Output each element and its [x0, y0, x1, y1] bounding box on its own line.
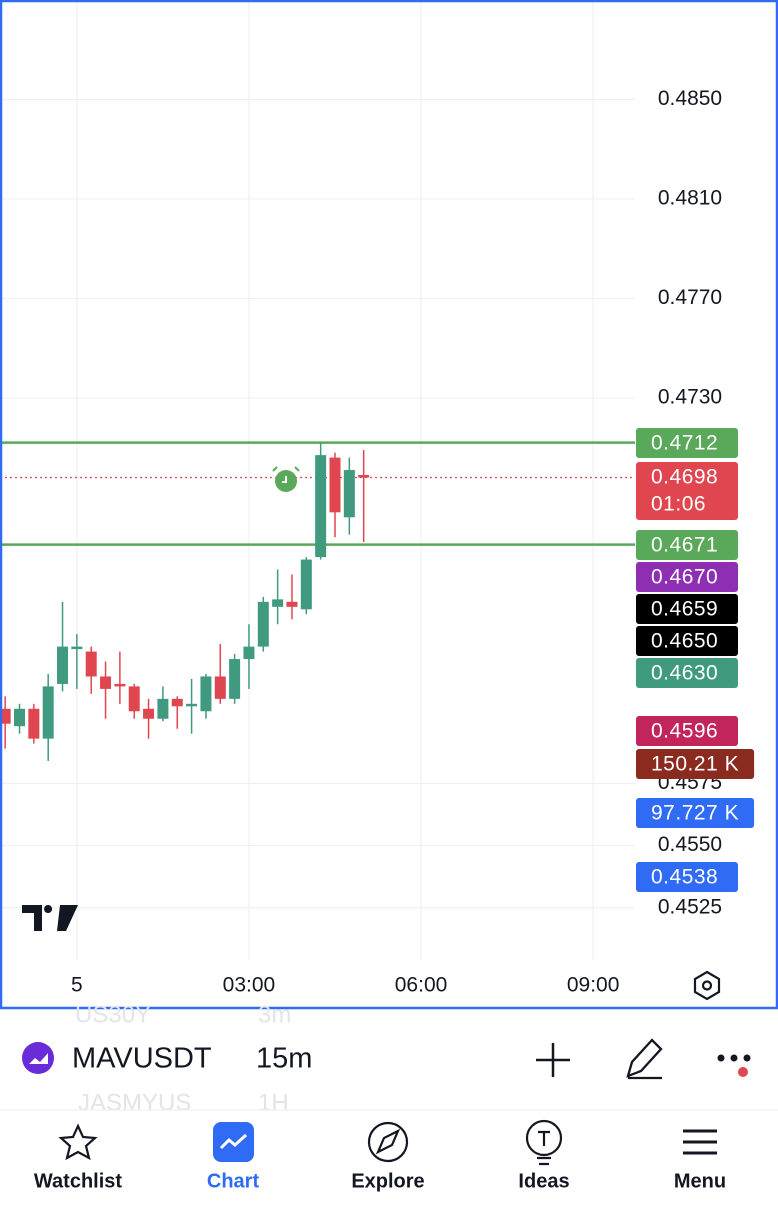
countdown: 01:06 — [651, 493, 706, 516]
candle-body — [243, 646, 255, 660]
price-badge-label: 0.4538 — [651, 866, 718, 889]
add-button[interactable] — [536, 1043, 570, 1077]
price-badge — [636, 749, 755, 779]
toolbar — [0, 1010, 778, 1110]
nav-item[interactable]: Watchlist — [34, 1170, 122, 1192]
candle-body — [186, 703, 198, 707]
price-badge — [636, 716, 738, 746]
candle-body — [229, 659, 241, 699]
candle-body — [71, 646, 83, 650]
chart-area: 5 03:00 06:00 09:00 0.4850 0.4810 0.4770 0.4730… — [0, 0, 755, 997]
ghost-interval: 3m — [258, 1001, 291, 1028]
ghost-symbol: US30Y — [75, 1001, 151, 1028]
price-badge — [636, 798, 755, 828]
candle-body — [128, 686, 140, 712]
price-badge — [636, 658, 738, 688]
price-badge-label: 0.4712 — [651, 432, 718, 455]
alarm-icon[interactable] — [272, 466, 300, 492]
candle-body — [343, 470, 355, 518]
y-tick-label: 0.4525 — [658, 895, 722, 918]
settings-icon[interactable] — [693, 970, 721, 1001]
candle-body — [171, 698, 183, 707]
price-badge-label: 0.4671 — [651, 534, 718, 557]
y-tick-label: 0.4730 — [658, 385, 722, 408]
draw-button[interactable] — [626, 1038, 663, 1080]
candle-body — [358, 475, 370, 478]
candle-body — [143, 708, 155, 719]
candle-body — [14, 708, 26, 727]
chart-border — [0, 0, 778, 1010]
candle-body — [200, 676, 212, 712]
candle-body — [272, 599, 284, 607]
candle-body — [257, 601, 269, 647]
candle-body — [57, 646, 69, 684]
explore-icon[interactable] — [367, 1121, 409, 1163]
y-tick-label: 0.4770 — [658, 286, 722, 309]
price-badge-label: 0.4596 — [651, 720, 718, 743]
x-tick-label: 06:00 — [395, 974, 448, 997]
y-tick-label: 0.4810 — [658, 187, 722, 210]
y-tick-label: 0.4850 — [658, 87, 722, 110]
candle-body — [300, 559, 312, 610]
chart-icon[interactable] — [213, 1122, 254, 1162]
nav-bar: Watchlist Chart Explore Ideas Menu — [34, 1170, 726, 1192]
price-badge-label: 150.21 K — [651, 753, 739, 776]
menu-icon[interactable] — [683, 1129, 717, 1155]
ideas-icon[interactable] — [525, 1119, 563, 1166]
price-badge — [636, 530, 738, 560]
candle-body — [0, 708, 11, 724]
nav-item[interactable]: Explore — [351, 1170, 424, 1192]
y-tick-label: 0.4550 — [658, 833, 722, 856]
price-badge — [636, 626, 738, 656]
candle-body — [214, 676, 226, 699]
ghost-symbol: JASMYUS — [78, 1089, 191, 1116]
price-badge — [636, 862, 738, 892]
price-badge-label: 0.4650 — [651, 630, 718, 653]
price-badge-label: 0.4670 — [651, 566, 718, 589]
candle-body — [42, 686, 54, 739]
price-badge-label: 0.4659 — [651, 598, 718, 621]
candle-body — [28, 708, 40, 739]
candle-body — [85, 651, 97, 677]
candle-body — [114, 683, 126, 687]
tv-logo — [22, 905, 78, 931]
price-badge-label: 97.727 K — [651, 802, 739, 825]
x-tick-label: 03:00 — [223, 974, 276, 997]
interval[interactable]: 15m — [256, 1043, 312, 1075]
nav-item[interactable]: Chart — [207, 1170, 260, 1192]
ghost-interval: 1H — [258, 1089, 289, 1116]
watchlist-icon[interactable] — [58, 1123, 98, 1161]
candle-body — [329, 457, 341, 513]
x-tick-label: 5 — [71, 974, 83, 997]
price-badge — [636, 562, 738, 592]
price-badge — [636, 594, 738, 624]
candle-body — [100, 676, 112, 689]
x-tick-label: 09:00 — [567, 974, 620, 997]
candle-body — [157, 698, 169, 719]
price-badge-label: 0.4698 — [651, 466, 718, 489]
nav-item[interactable]: Menu — [674, 1170, 726, 1192]
symbol[interactable]: MAVUSDT — [72, 1043, 212, 1075]
nav-item[interactable]: Ideas — [518, 1170, 569, 1192]
symbol-icon — [22, 1042, 54, 1074]
price-badge — [636, 462, 738, 520]
price-badge — [636, 428, 738, 458]
more-button[interactable] — [717, 1054, 751, 1078]
price-badge-label: 0.4630 — [651, 662, 718, 685]
candle-body — [315, 455, 327, 558]
candle-body — [286, 601, 298, 607]
